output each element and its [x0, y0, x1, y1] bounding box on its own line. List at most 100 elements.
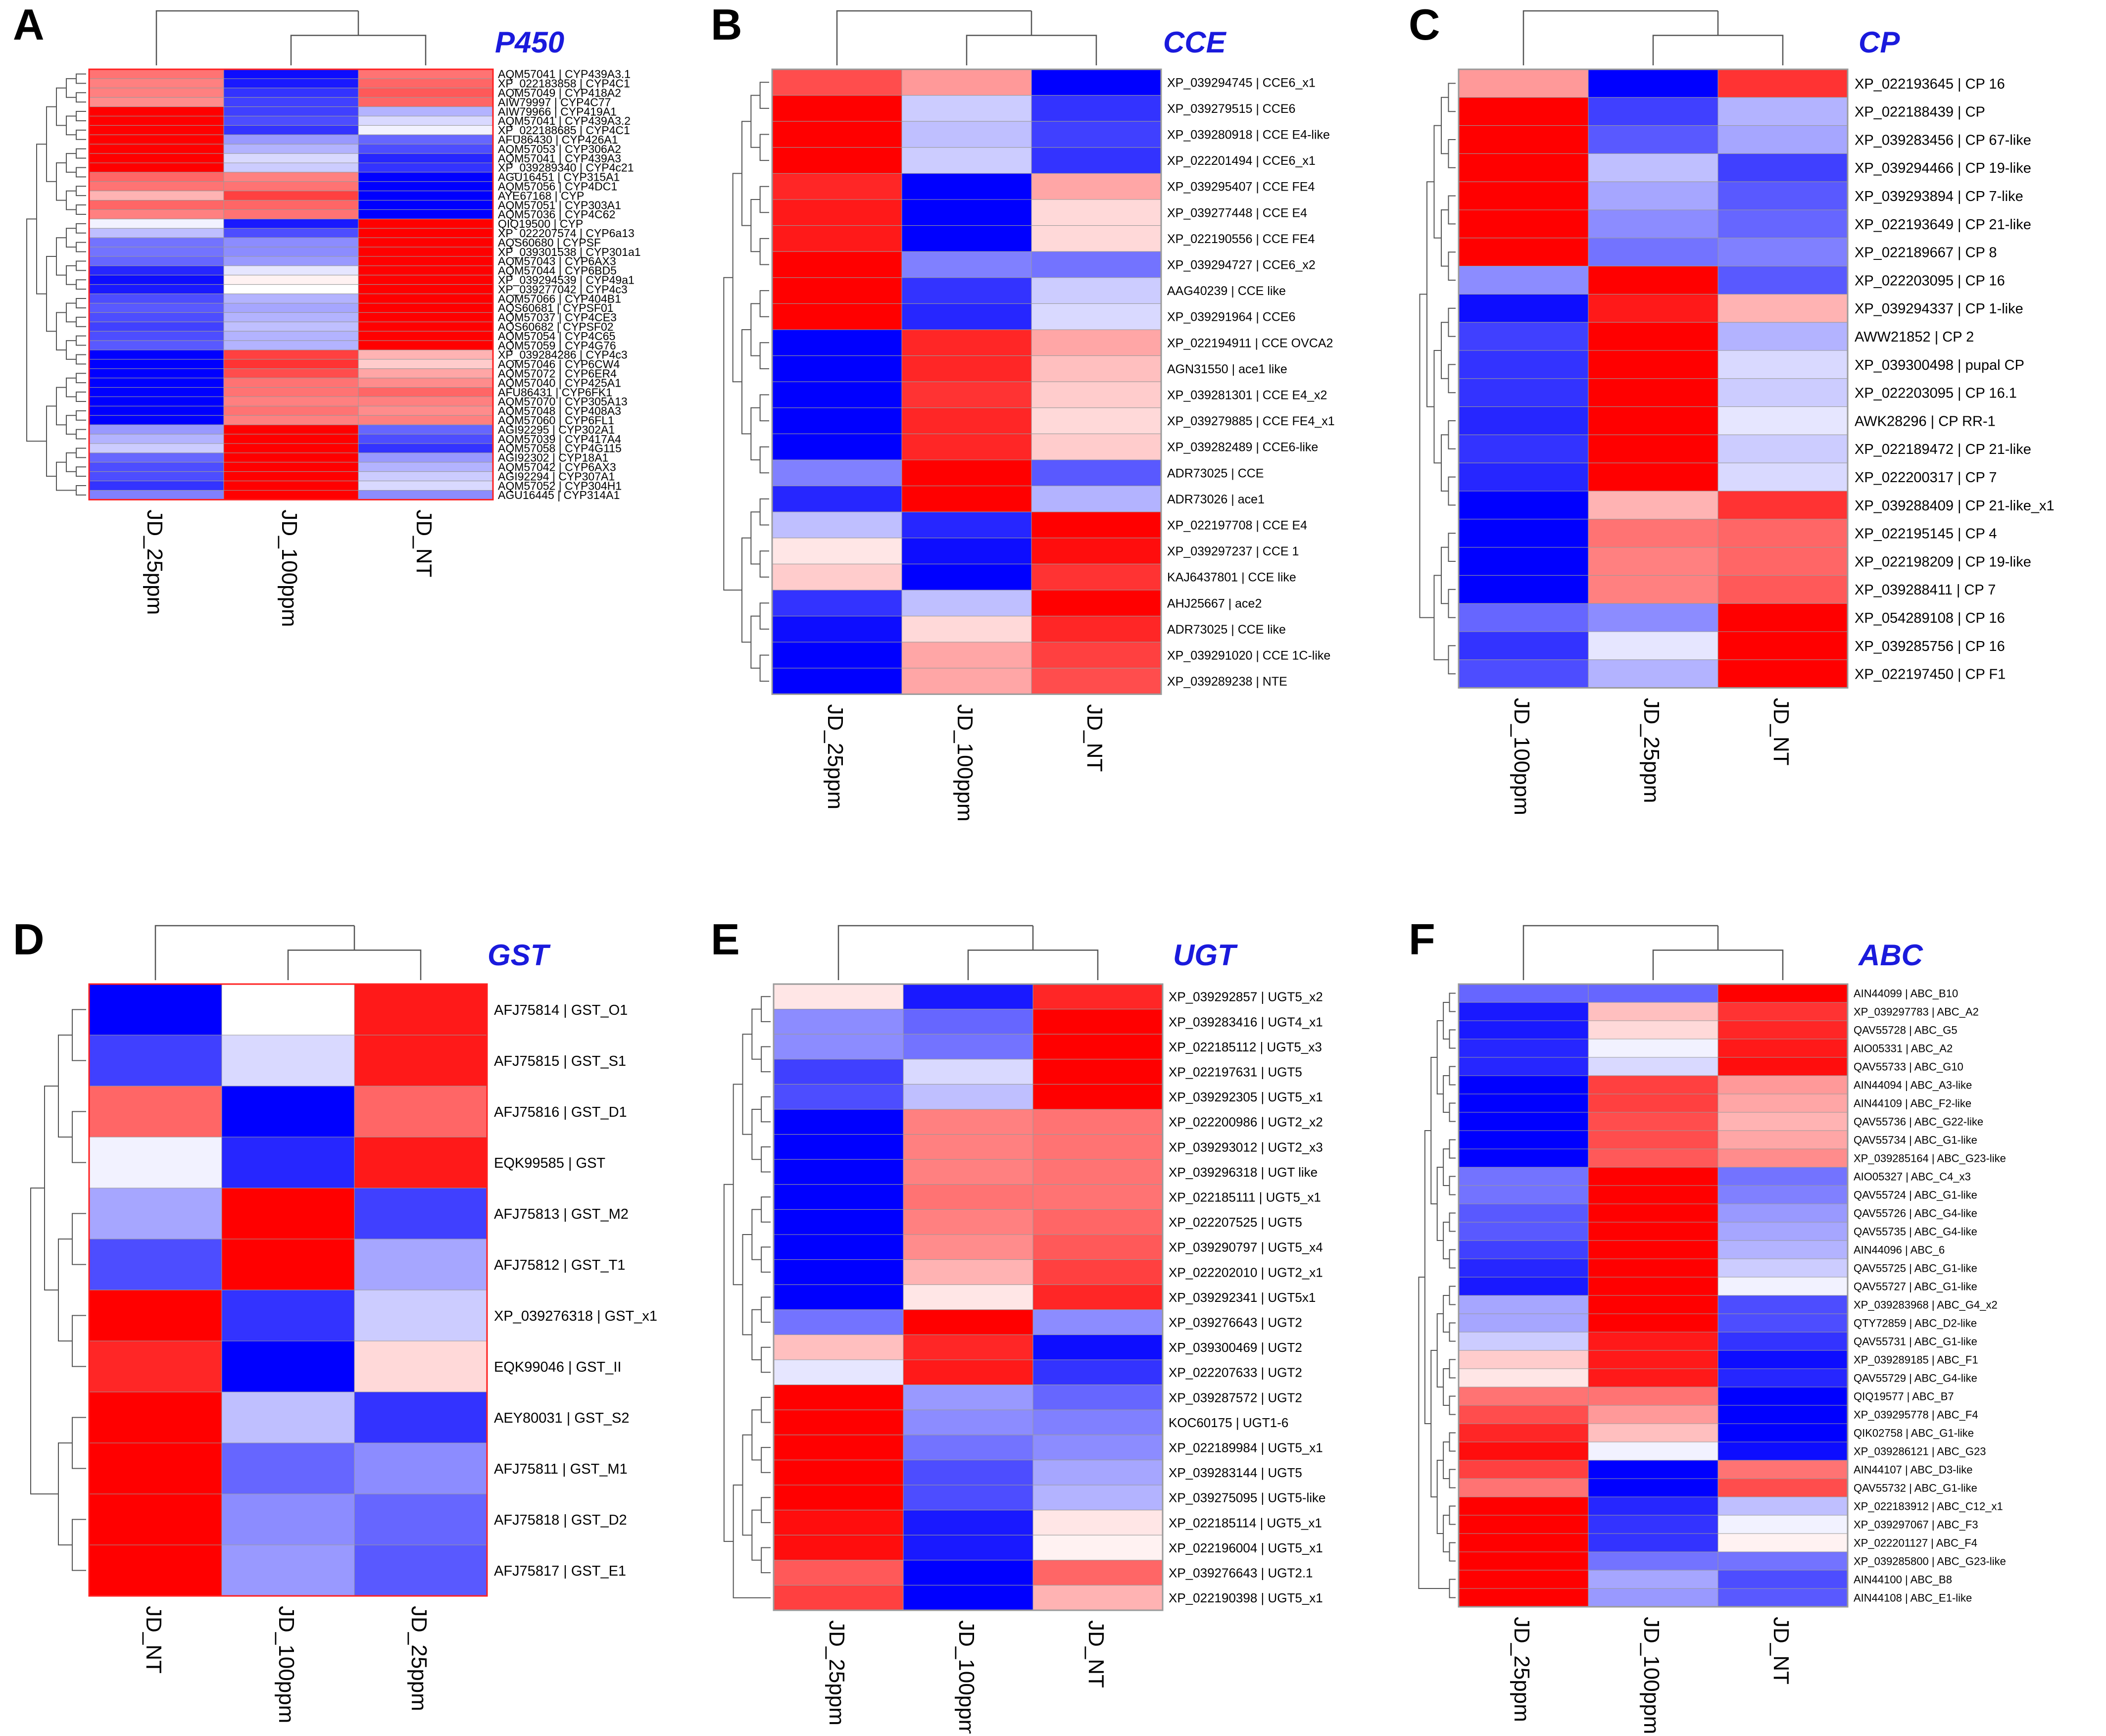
heatmap-cell [1588, 491, 1718, 520]
heatmap-cell [1717, 1460, 1848, 1479]
row-label: XP_039300469 | UGT2 [1169, 1340, 1302, 1355]
heatmap-cell [773, 984, 904, 1010]
heatmap-cell [354, 1544, 488, 1596]
heatmap-cell [1458, 1130, 1589, 1149]
heatmap-cell [1032, 1059, 1163, 1085]
row-label: XP_039279885 | CCE FE4_x1 [1167, 414, 1335, 428]
heatmap-cell [1588, 1423, 1718, 1442]
row-label: AQM57036 | CYP4C62 [498, 208, 615, 221]
heatmap-cell [89, 144, 224, 154]
heatmap-cell [223, 312, 359, 322]
heatmap-cell [223, 116, 359, 126]
heatmap-cell [772, 407, 902, 434]
heatmap-cell [1588, 1240, 1718, 1259]
heatmap-cell [1588, 378, 1718, 407]
row-label: XP_022183858 | CYP4C1 [498, 77, 630, 90]
heatmap-cell [358, 172, 493, 182]
row-label: XP_039296318 | UGT like [1169, 1165, 1318, 1180]
row-label: KAJ6437801 | CCE like [1167, 571, 1296, 585]
row-label: AQM57053 | CYP306A2 [498, 143, 621, 155]
heatmap-cell [1458, 659, 1589, 689]
heatmap-cell [1588, 1515, 1718, 1534]
heatmap-cell [1717, 1515, 1848, 1534]
heatmap-cell [903, 1109, 1033, 1135]
row-label: XP_039291964 | CCE6 [1167, 310, 1295, 324]
heatmap-cell [1458, 575, 1589, 604]
heatmap-cell [1458, 378, 1589, 407]
column-label: JD_25ppm [1510, 1617, 1534, 1722]
heatmap-cell [1032, 1234, 1163, 1260]
heatmap-cell [354, 1188, 488, 1240]
heatmap-cell [1717, 322, 1848, 351]
heatmap-cell [1717, 406, 1848, 435]
row-label: AHJ25667 | ace2 [1167, 596, 1262, 610]
heatmap-cell [1588, 181, 1718, 210]
heatmap-cell [773, 1259, 904, 1285]
heatmap-cell [1717, 1112, 1848, 1131]
row-label: XP_022203095 | CP 16 [1855, 273, 2005, 289]
heatmap-cell [89, 462, 224, 472]
row-label: XP_039288411 | CP 7 [1855, 582, 1996, 598]
heatmap-cell [358, 340, 493, 350]
heatmap-cell [223, 209, 359, 219]
heatmap-cell [89, 162, 224, 173]
heatmap-cell [89, 1493, 222, 1545]
heatmap-border [1458, 983, 1849, 1608]
heatmap-cell [89, 237, 224, 248]
row-label: XP_022183912 | ABC_C12_x1 [1854, 1500, 2003, 1512]
heatmap-cell [89, 443, 224, 453]
heatmap-cell [1588, 1075, 1718, 1094]
heatmap-cell [772, 590, 902, 617]
heatmap-cell [773, 1309, 904, 1335]
heatmap-cell [1458, 1551, 1589, 1571]
heatmap-cell [1458, 1423, 1589, 1442]
heatmap-cell [901, 121, 1032, 148]
row-label: QTY72859 | ABC_D2-like [1854, 1317, 1977, 1329]
heatmap-cell [223, 153, 359, 163]
heatmap-cell [901, 642, 1032, 669]
heatmap-p450: A P450 AQM57041 | CYP439A3.1XP_022183858 |… [13, 0, 641, 627]
heatmap-cell [901, 511, 1032, 539]
heatmap-cell [89, 387, 224, 397]
heatmap-cell [1031, 121, 1162, 148]
heatmap-cell [1588, 406, 1718, 435]
heatmap-cell [1717, 1203, 1848, 1223]
panel-letter: F [1409, 915, 1435, 964]
heatmap-cell [1717, 547, 1848, 576]
heatmap-cell [89, 294, 224, 303]
row-label: AQS60682 | CYPSF02 [498, 320, 614, 333]
row-label: AQM57059 | CYP4G76 [498, 339, 616, 352]
heatmap-cells [1458, 984, 1848, 1607]
heatmap-cell [903, 1009, 1033, 1035]
heatmap-cell [1032, 984, 1163, 1010]
heatmap-cell [772, 563, 902, 591]
heatmap-cell [773, 1409, 904, 1436]
heatmap-cell [901, 381, 1032, 408]
heatmap-border [771, 68, 1162, 695]
row-label: AIN44100 | ABC_B8 [1854, 1573, 1952, 1586]
heatmap-cell [903, 1059, 1033, 1085]
heatmap-cell [903, 1259, 1033, 1285]
heatmap-cell [773, 1385, 904, 1410]
heatmap-cell [1458, 1350, 1589, 1369]
heatmap-cell [1717, 659, 1848, 689]
heatmap-cell [1717, 1185, 1848, 1204]
heatmap-cell [1588, 1020, 1718, 1040]
column-label: JD_NT [1769, 698, 1793, 766]
heatmap-cell [221, 1290, 355, 1341]
heatmap-cell [901, 668, 1032, 694]
heatmap-cell [1458, 1185, 1589, 1204]
heatmap-cell [1031, 563, 1162, 591]
row-label: AAG40239 | CCE like [1167, 284, 1286, 298]
panel-e: E UGT XP_039292857 | UGT5_x2 XP_039283416 |… [698, 871, 1391, 1736]
heatmap-title: CP [1859, 26, 1900, 59]
heatmap-cell [773, 1284, 904, 1310]
row-label: AQM57072 | CYP6ER4 [498, 367, 617, 380]
heatmap-cell [903, 1560, 1033, 1586]
heatmap-cell [89, 106, 224, 117]
heatmap-cell [358, 162, 493, 173]
heatmap-cell [1031, 642, 1162, 669]
heatmap-cell [1717, 1057, 1848, 1076]
row-label: XP_039283968 | ABC_G4_x2 [1854, 1298, 1998, 1311]
panel-letter: D [13, 915, 45, 964]
